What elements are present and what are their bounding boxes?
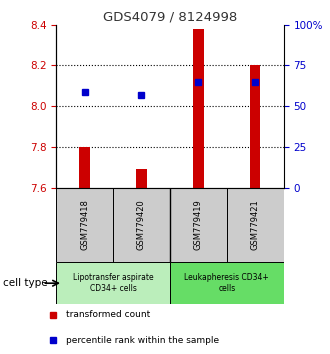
Text: percentile rank within the sample: percentile rank within the sample [66,336,219,345]
Text: Lipotransfer aspirate
CD34+ cells: Lipotransfer aspirate CD34+ cells [73,274,153,293]
Bar [250,65,260,188]
Text: GSM779420: GSM779420 [137,199,146,250]
Text: GSM779419: GSM779419 [194,199,203,250]
Text: GSM779418: GSM779418 [80,199,89,250]
Bar [170,188,227,262]
Bar [56,188,113,262]
Bar [193,29,204,188]
Bar [56,262,170,304]
Text: GSM779421: GSM779421 [251,199,260,250]
Bar [170,262,284,304]
Bar [113,188,170,262]
Text: Leukapheresis CD34+
cells: Leukapheresis CD34+ cells [184,274,269,293]
Text: transformed count: transformed count [66,310,150,319]
Bar [80,147,90,188]
Bar [136,169,147,188]
Bar [227,188,284,262]
Text: cell type: cell type [3,278,48,288]
Title: GDS4079 / 8124998: GDS4079 / 8124998 [103,11,237,24]
